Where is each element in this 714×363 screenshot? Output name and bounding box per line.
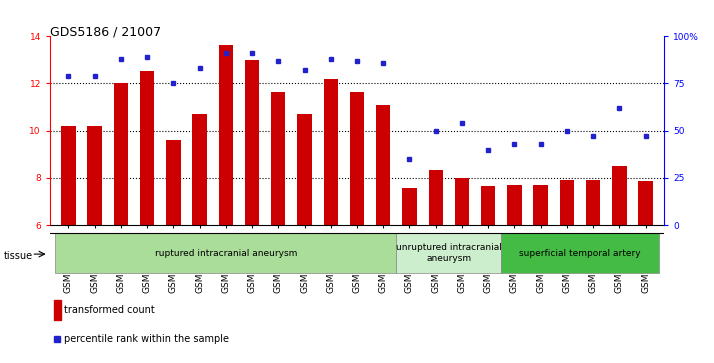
Text: GDS5186 / 21007: GDS5186 / 21007 [50, 25, 161, 38]
Bar [166, 140, 181, 225]
Bar [218, 45, 233, 225]
Bar [114, 83, 128, 225]
Text: tissue: tissue [4, 251, 33, 261]
Bar [533, 185, 548, 225]
Bar [350, 92, 364, 225]
Bar [612, 166, 627, 225]
Bar [87, 126, 102, 225]
Text: percentile rank within the sample: percentile rank within the sample [64, 334, 229, 344]
Text: unruptured intracranial
aneurysm: unruptured intracranial aneurysm [396, 244, 502, 263]
Bar [376, 105, 391, 225]
Bar [428, 170, 443, 225]
Bar [54, 300, 61, 320]
Bar [402, 188, 417, 225]
Bar [297, 114, 312, 225]
Bar [481, 186, 496, 225]
Bar [245, 60, 259, 225]
Bar [501, 233, 659, 273]
Bar [507, 185, 522, 225]
Text: transformed count: transformed count [64, 305, 155, 315]
Bar [455, 178, 469, 225]
Bar [55, 233, 396, 273]
Bar [396, 233, 501, 273]
Bar [560, 180, 574, 225]
Bar [61, 126, 76, 225]
Bar [323, 79, 338, 225]
Bar [586, 180, 600, 225]
Bar [140, 70, 154, 225]
Text: superficial temporal artery: superficial temporal artery [519, 249, 641, 258]
Text: ruptured intracranial aneurysm: ruptured intracranial aneurysm [155, 249, 297, 258]
Bar [638, 182, 653, 225]
Bar [192, 114, 207, 225]
Bar [271, 92, 286, 225]
